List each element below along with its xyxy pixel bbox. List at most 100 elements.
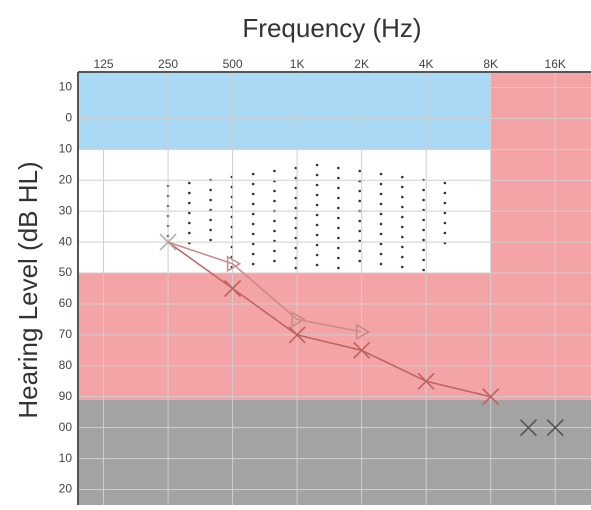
speech-dot	[294, 246, 298, 250]
speech-dot	[251, 252, 255, 256]
speech-dot	[443, 221, 447, 225]
speech-dot	[358, 189, 362, 193]
speech-dot	[315, 203, 319, 207]
series-line	[167, 241, 362, 333]
speech-dot	[401, 245, 404, 249]
speech-dot	[337, 206, 340, 210]
speech-dot	[379, 242, 383, 246]
y-tick-label: 20	[59, 482, 73, 496]
speech-dot	[251, 172, 255, 176]
x-tick-label: 8K	[483, 57, 498, 71]
speech-dot	[315, 183, 319, 187]
speech-dot	[294, 196, 298, 200]
speech-dot	[294, 186, 298, 190]
speech-dot	[337, 236, 340, 240]
speech-dot	[294, 226, 298, 230]
speech-dot	[273, 189, 276, 193]
y-tick-label: 00	[59, 420, 73, 434]
x-marker	[482, 388, 500, 406]
speech-dot	[251, 222, 255, 226]
speech-dot	[422, 198, 425, 202]
speech-dot	[337, 256, 340, 260]
speech-dot	[337, 196, 340, 200]
x-tick-label: 500	[223, 57, 243, 71]
speech-dot	[379, 172, 383, 176]
speech-dot	[188, 221, 191, 225]
speech-dot	[422, 218, 425, 222]
speech-dot	[358, 229, 362, 233]
region	[78, 72, 491, 150]
speech-dot	[443, 231, 447, 235]
y-tick-label: 0	[65, 111, 72, 125]
speech-dot	[337, 266, 340, 270]
speech-dot	[422, 208, 425, 212]
speech-dot	[273, 229, 276, 233]
speech-dot	[401, 225, 404, 229]
speech-dot	[273, 199, 276, 203]
speech-dot	[401, 215, 404, 219]
speech-dot	[401, 185, 404, 189]
speech-dot	[443, 181, 447, 185]
speech-dot	[315, 223, 319, 227]
speech-dot	[251, 242, 255, 246]
speech-dot	[337, 216, 340, 220]
speech-dot	[358, 259, 362, 263]
speech-dot	[209, 208, 212, 212]
speech-dot	[273, 219, 276, 223]
triangle-marker	[226, 255, 242, 273]
speech-dot	[294, 166, 298, 170]
triangle-marker	[355, 323, 371, 341]
speech-dot	[401, 255, 404, 259]
speech-dot	[209, 188, 212, 192]
speech-dot	[251, 212, 255, 216]
speech-dot	[294, 236, 298, 240]
x-marker	[288, 326, 306, 344]
triangle-marker	[291, 311, 306, 328]
speech-dot	[315, 213, 319, 217]
speech-dot	[443, 191, 447, 195]
speech-dot	[358, 199, 362, 203]
speech-dot	[422, 188, 425, 192]
y-tick-label: 60	[59, 296, 73, 310]
speech-dot	[379, 192, 383, 196]
speech-dot	[294, 176, 298, 180]
region	[78, 273, 491, 400]
y-tick-label: 40	[59, 234, 73, 248]
speech-dot	[209, 198, 212, 202]
speech-dot	[209, 238, 212, 242]
speech-dot	[379, 212, 383, 216]
y-tick-label: 90	[59, 389, 73, 403]
speech-dot	[315, 233, 319, 237]
speech-dot	[422, 258, 425, 262]
speech-dot	[401, 265, 404, 269]
speech-dot	[251, 182, 255, 186]
x-tick-label: 1K	[290, 57, 305, 71]
speech-dot	[294, 216, 298, 220]
speech-dot	[422, 248, 425, 252]
x-marker	[224, 279, 242, 298]
speech-dot	[422, 268, 425, 272]
x-tick-label: 125	[94, 57, 114, 71]
x-marker	[417, 372, 435, 390]
y-tick-label: 70	[59, 327, 73, 341]
x-marker	[519, 419, 538, 437]
speech-dot	[188, 201, 191, 205]
x-marker	[159, 233, 177, 251]
y-tick-label: 80	[59, 358, 73, 372]
y-tick-label: 30	[59, 203, 73, 217]
speech-dot	[379, 252, 383, 256]
speech-dot	[294, 256, 298, 260]
x-tick-label: 4K	[419, 57, 434, 71]
speech-dot	[337, 166, 340, 170]
speech-dot	[188, 211, 191, 215]
speech-dot	[273, 259, 276, 263]
speech-dot	[422, 238, 425, 242]
x-tick-label: 2K	[354, 57, 369, 71]
speech-dot	[209, 218, 212, 222]
speech-dot	[401, 235, 404, 239]
speech-dot	[315, 263, 319, 267]
y-tick-label: 10	[59, 141, 73, 155]
speech-dot	[337, 176, 340, 180]
speech-dot	[251, 262, 255, 266]
